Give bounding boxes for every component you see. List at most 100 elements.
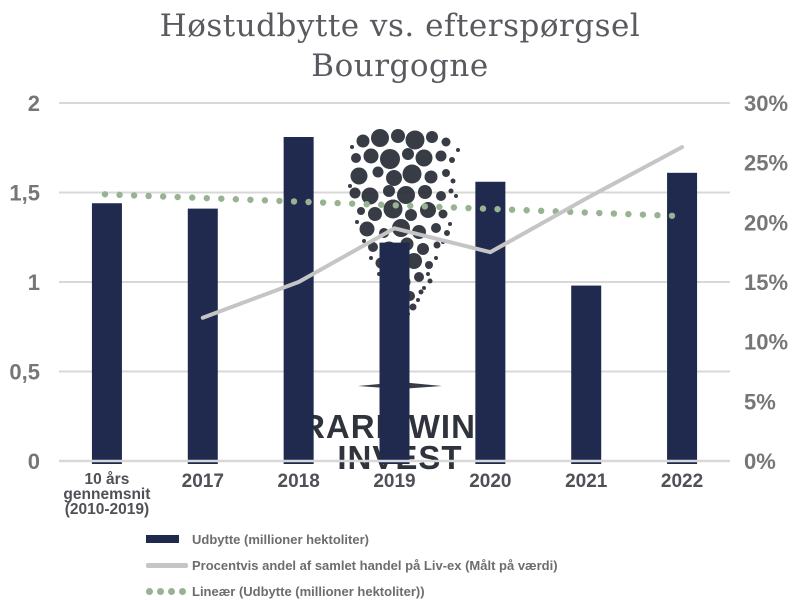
trendline-dot — [261, 197, 269, 204]
watermark-dot — [386, 170, 402, 186]
right-axis-tick-label: 20% — [744, 210, 788, 235]
watermark-dot — [425, 261, 433, 269]
watermark-dot — [368, 242, 378, 252]
watermark-dot — [409, 303, 417, 311]
right-axis-tick-label: 25% — [744, 151, 788, 176]
trendline-dot — [145, 192, 152, 200]
watermark-dot — [417, 243, 429, 255]
trendline-dot — [290, 198, 298, 205]
right-axis-tick-label: 0% — [744, 449, 776, 474]
trendline-dot — [116, 191, 123, 199]
legend: Udbytte (millioner hektoliter) Procentvi… — [146, 526, 558, 600]
x-axis-label-2018: 2018 — [278, 471, 320, 492]
watermark-dot — [426, 131, 438, 143]
watermark-dot — [438, 209, 448, 219]
bar-2022 — [667, 172, 698, 464]
left-axis-tick-label: 2 — [28, 91, 40, 116]
watermark-dot — [372, 166, 384, 178]
watermark-dot — [348, 184, 352, 188]
watermark-dot — [351, 153, 361, 163]
trendline-dot — [508, 206, 516, 213]
trendline-dot — [421, 203, 429, 210]
bar-2021 — [571, 285, 602, 464]
watermark-dot — [402, 164, 422, 184]
trendline-dot — [639, 211, 647, 218]
watermark-dot — [349, 187, 361, 199]
watermark-dot — [391, 129, 405, 143]
trendline-dot — [130, 192, 138, 199]
watermark-dot — [416, 298, 420, 302]
legend-label: Lineær (Udbytte (millioner hektoliter)) — [192, 583, 425, 599]
watermark-dot — [426, 272, 430, 276]
trendline-dot — [218, 195, 225, 202]
right-axis-tick-label: 15% — [744, 270, 788, 295]
watermark-dot — [383, 199, 403, 219]
left-axis-tick-label: 0,5 — [9, 360, 40, 385]
watermark-dot — [406, 253, 422, 269]
watermark-dot — [415, 149, 433, 167]
watermark-dot — [371, 129, 389, 147]
watermark-dot — [433, 241, 441, 249]
watermark-dot — [357, 207, 365, 215]
trendline-dot — [363, 201, 370, 208]
trendline-dot — [479, 205, 487, 212]
bar-10-rs-gennemsnit-2010-2019- — [91, 203, 122, 465]
legend-item-udbytte: Udbytte (millioner hektoliter) — [146, 526, 558, 552]
legend-item-livex-andel: Procentvis andel af samlet handel på Liv… — [146, 552, 558, 578]
x-axis-label-2021: 2021 — [565, 471, 608, 492]
watermark-dot — [369, 256, 373, 260]
right-axis-tick-label: 10% — [744, 330, 788, 355]
watermark-dot — [441, 137, 451, 147]
trendline-dot — [159, 193, 167, 200]
left-axis-tick-label: 1,5 — [9, 181, 40, 206]
trendline-dot — [305, 198, 312, 206]
trendline-dot — [276, 197, 283, 205]
x-axis-label-2020: 2020 — [469, 471, 511, 492]
watermark-dot — [442, 169, 450, 177]
watermark-dot — [380, 149, 400, 169]
watermark-dot — [350, 167, 368, 185]
watermark-dot — [362, 239, 366, 243]
legend-label: Procentvis andel af samlet handel på Liv… — [192, 557, 558, 573]
trendline-dot — [174, 193, 181, 201]
left-axis-tick-label: 1 — [28, 270, 40, 295]
bar-2017 — [187, 208, 218, 464]
watermark-dot — [436, 191, 446, 201]
trendline-dot — [654, 212, 661, 219]
watermark-dot — [350, 145, 354, 149]
watermark-dot — [444, 230, 450, 236]
watermark-dot — [456, 148, 460, 152]
x-axis-label-10-ars-gennemsnit: gennemsnit — [63, 486, 150, 503]
trendline-dot — [247, 196, 254, 203]
watermark-dot — [434, 256, 438, 260]
watermark-dot — [448, 188, 454, 194]
x-axis-label-10-ars-gennemsnit: (2010-2019) — [65, 501, 149, 518]
watermark-dot — [418, 289, 424, 295]
watermark-dot — [418, 185, 432, 199]
legend-item-linear-trend: Lineær (Udbytte (millioner hektoliter)) — [146, 578, 558, 600]
watermark-dot — [359, 221, 375, 237]
trendline-dot — [392, 202, 399, 209]
watermark-dot — [449, 157, 455, 163]
watermark-dot — [454, 194, 458, 198]
livex-share-line — [200, 145, 685, 320]
x-axis-label-2019: 2019 — [373, 471, 415, 492]
bar-2020 — [475, 181, 506, 464]
trendline-dot — [348, 200, 356, 207]
legend-label: Udbytte (millioner hektoliter) — [192, 531, 369, 547]
right-axis-tick-label: 30% — [744, 91, 788, 116]
trendline-dot — [450, 204, 458, 211]
chart-title-line2: Bourgogne — [311, 48, 489, 84]
trendline-dot — [319, 199, 327, 206]
x-axis-label-10-ars-gennemsnit: 10 års — [85, 471, 130, 488]
watermark-dot — [424, 170, 438, 184]
watermark-dot — [397, 186, 415, 204]
watermark-dot — [450, 178, 456, 184]
trendline-dot — [203, 194, 210, 202]
trendline-dot — [232, 196, 240, 203]
chart-title: Høstudbytte vs. efterspørgsel Bourgogne — [0, 6, 800, 86]
watermark-dot — [355, 220, 359, 224]
trendline-dot — [378, 201, 385, 208]
trendline-dot — [465, 204, 472, 212]
